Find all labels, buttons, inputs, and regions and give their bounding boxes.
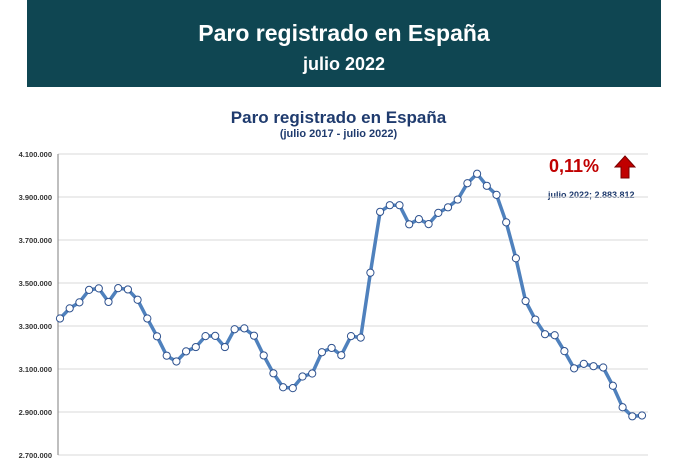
data-point — [308, 369, 317, 378]
data-point — [55, 314, 65, 323]
line-chart: 2.700.000 2.900.000 3.100.000 3.300.000 3.50… — [19, 150, 648, 460]
data-point — [405, 220, 414, 229]
data-point — [162, 351, 171, 360]
data-point — [182, 347, 191, 356]
data-point — [172, 357, 181, 366]
data-point — [366, 268, 375, 277]
data-point — [123, 285, 133, 294]
data-point — [473, 169, 482, 178]
data-point — [579, 359, 588, 368]
data-point — [356, 333, 365, 342]
y-tick-label: 3.500.000 — [19, 279, 52, 288]
data-point — [191, 342, 200, 352]
data-point — [463, 179, 472, 188]
data-point — [589, 362, 598, 371]
data-point — [211, 331, 220, 340]
data-point — [385, 201, 394, 210]
data-point — [453, 195, 462, 204]
data-point — [599, 363, 608, 372]
data-point — [337, 351, 346, 360]
data-point — [414, 215, 423, 224]
data-point — [259, 351, 268, 360]
chart-subtitle: (julio 2017 - julio 2022) — [279, 128, 398, 140]
series-line — [58, 172, 643, 419]
data-point — [133, 295, 142, 304]
data-point — [249, 331, 259, 340]
data-point — [104, 297, 113, 307]
data-point — [482, 181, 491, 190]
y-tick-label: 3.100.000 — [19, 365, 52, 374]
banner-subtitle: julio 2022 — [302, 54, 386, 74]
data-point — [637, 411, 647, 420]
data-point — [346, 332, 356, 341]
data-point — [424, 219, 433, 229]
data-point — [317, 348, 326, 357]
data-point — [560, 347, 569, 356]
data-point — [114, 284, 123, 293]
data-point — [279, 383, 288, 392]
data-point — [85, 285, 94, 294]
y-tick-label: 4.100.000 — [19, 150, 52, 159]
data-point — [143, 314, 152, 323]
y-tick-label: 2.700.000 — [19, 451, 52, 460]
data-point — [327, 343, 336, 353]
data-point — [220, 342, 229, 352]
data-point — [618, 403, 627, 412]
data-point — [531, 315, 540, 324]
data-point — [511, 254, 521, 263]
data-point — [288, 384, 297, 393]
data-point — [94, 284, 103, 293]
data-point — [152, 332, 162, 341]
data-point — [201, 332, 210, 341]
data-point — [550, 331, 559, 340]
data-point — [570, 364, 579, 373]
data-point — [75, 298, 84, 307]
data-point — [521, 296, 530, 306]
data-point — [502, 218, 511, 227]
latest-value-label: julio 2022; 2.883.812 — [548, 190, 635, 200]
y-tick-label: 3.300.000 — [19, 322, 52, 331]
y-tick-label: 2.900.000 — [19, 408, 52, 417]
data-point — [434, 208, 443, 218]
change-percent: 0,11% — [549, 156, 600, 176]
data-point — [65, 304, 74, 313]
header-banner: Paro registrado en España julio 2022 — [27, 0, 661, 87]
red-up-arrow-icon — [614, 155, 636, 179]
data-point — [443, 203, 453, 212]
data-point — [240, 324, 249, 333]
data-point — [540, 330, 550, 339]
y-tick-label: 3.700.000 — [19, 236, 52, 245]
data-point — [395, 201, 404, 210]
data-point — [298, 372, 307, 381]
data-point — [608, 381, 618, 390]
data-point — [492, 190, 501, 199]
data-point — [628, 412, 637, 421]
data-point — [230, 325, 239, 334]
data-point — [376, 207, 385, 216]
data-point — [269, 369, 278, 378]
chart-title: Paro registrado en España — [230, 108, 447, 127]
banner-title: Paro registrado en España — [198, 20, 490, 46]
y-tick-label: 3.900.000 — [19, 193, 52, 202]
